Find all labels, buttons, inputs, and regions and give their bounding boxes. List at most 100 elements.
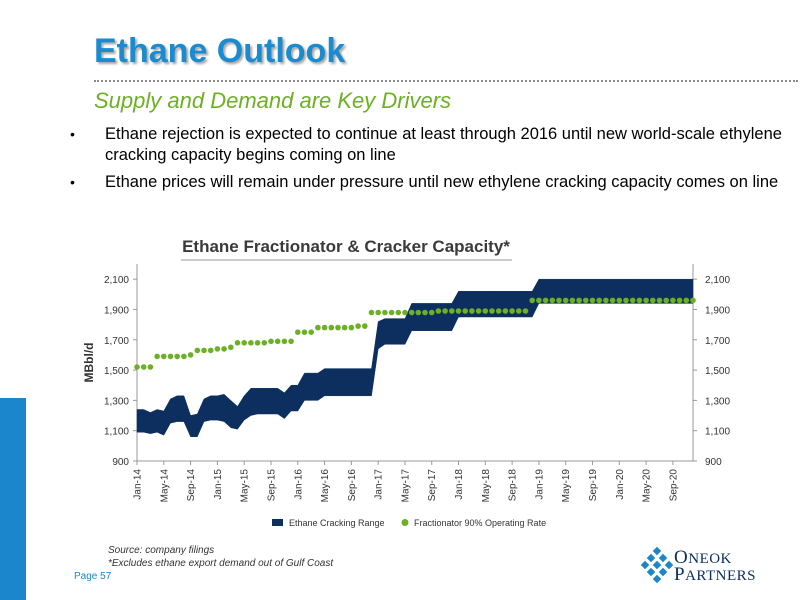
- data-point-fractionator-rate: [207, 347, 214, 354]
- bullet-glyph: •: [70, 126, 75, 142]
- data-point-fractionator-rate: [221, 346, 227, 352]
- logo-wordmark: ONEOK PARTNERS: [674, 547, 757, 585]
- y-tick-label-right: 1,700: [705, 336, 730, 347]
- title-divider: [94, 80, 798, 82]
- x-tick-label: Sep-19: [588, 469, 599, 502]
- x-tick-label: May-19: [561, 469, 572, 503]
- data-point-fractionator-rate: [428, 309, 435, 316]
- y-tick-label-right: 1,900: [705, 305, 730, 316]
- data-point-fractionator-rate: [355, 323, 361, 329]
- data-point-fractionator-rate: [455, 308, 462, 314]
- y-tick-label-right: 1,300: [705, 396, 730, 407]
- data-point-fractionator-rate: [623, 297, 629, 304]
- x-tick-label: Jan-16: [293, 469, 304, 500]
- data-point-fractionator-rate: [603, 297, 609, 304]
- data-point-fractionator-rate: [449, 308, 455, 314]
- y-axis-title: MBbl/d: [82, 343, 96, 383]
- y-tick-label-left: 2,100: [104, 275, 129, 286]
- data-point-fractionator-rate: [201, 347, 207, 354]
- bullet-item: • Ethane prices will remain under pressu…: [66, 172, 786, 193]
- data-point-fractionator-rate: [174, 353, 180, 360]
- data-point-fractionator-rate: [422, 309, 428, 316]
- footnote-line: *Excludes ethane export demand out of Gu…: [108, 558, 334, 569]
- chart-canvas: Ethane Fractionator & Cracker Capacity* 9…: [82, 237, 730, 528]
- y-tick-label-left: 1,300: [104, 396, 129, 407]
- data-point-fractionator-rate: [261, 340, 268, 346]
- data-point-fractionator-rate: [562, 297, 569, 304]
- data-point-fractionator-rate: [549, 297, 556, 304]
- data-point-fractionator-rate: [469, 308, 475, 314]
- x-tick-label: Sep-18: [508, 469, 519, 502]
- y-tick-label-right: 2,100: [705, 275, 730, 286]
- x-tick-label: Sep-14: [186, 469, 197, 502]
- data-point-fractionator-rate: [462, 308, 469, 314]
- data-point-fractionator-rate: [234, 340, 241, 346]
- data-point-fractionator-rate: [375, 309, 382, 316]
- y-tick-label-left: 900: [112, 457, 129, 468]
- data-point-fractionator-rate: [382, 309, 388, 316]
- x-tick-label: Jan-17: [374, 469, 385, 500]
- data-point-fractionator-rate: [616, 297, 623, 304]
- data-point-fractionator-rate: [388, 309, 395, 316]
- data-point-fractionator-rate: [629, 297, 636, 304]
- series-ethane-cracking-range: [136, 278, 694, 438]
- data-point-fractionator-rate: [147, 364, 154, 370]
- data-point-fractionator-rate: [254, 340, 261, 346]
- chart-title: Ethane Fractionator & Cracker Capacity*: [182, 237, 510, 256]
- legend-swatch-band: [272, 519, 283, 526]
- data-point-fractionator-rate: [308, 329, 314, 335]
- data-point-fractionator-rate: [650, 297, 656, 304]
- x-tick-label: Jan-15: [213, 469, 224, 500]
- x-tick-label: May-17: [400, 469, 411, 503]
- data-point-fractionator-rate: [576, 297, 582, 304]
- data-point-fractionator-rate: [435, 308, 442, 314]
- data-point-fractionator-rate: [348, 324, 355, 331]
- x-tick-label: Sep-20: [668, 469, 679, 502]
- bullet-text: Ethane prices will remain under pressure…: [105, 173, 779, 191]
- data-point-fractionator-rate: [288, 338, 294, 345]
- data-point-fractionator-rate: [589, 297, 596, 304]
- data-point-fractionator-rate: [241, 340, 247, 346]
- bullet-list: • Ethane rejection is expected to contin…: [66, 124, 786, 199]
- y-tick-label-right: 1,100: [705, 427, 730, 438]
- data-point-fractionator-rate: [643, 297, 649, 304]
- data-point-fractionator-rate: [408, 309, 415, 316]
- y-tick-label-right: 900: [705, 457, 722, 468]
- data-point-fractionator-rate: [167, 353, 174, 360]
- data-point-fractionator-rate: [368, 309, 375, 316]
- data-point-fractionator-rate: [295, 329, 301, 335]
- data-point-fractionator-rate: [569, 297, 576, 304]
- source-note: Source: company filings *Excludes ethane…: [108, 544, 333, 570]
- source-line: Source: company filings: [108, 545, 215, 556]
- company-logo: ONEOK PARTNERS: [640, 546, 790, 590]
- data-point-fractionator-rate: [181, 353, 187, 360]
- data-point-fractionator-rate: [482, 308, 489, 314]
- capacity-chart: Ethane Fractionator & Cracker Capacity* 9…: [67, 228, 765, 546]
- page-number: Page 57: [74, 571, 112, 582]
- data-point-fractionator-rate: [194, 347, 201, 354]
- legend-swatch-dots: [401, 519, 409, 526]
- data-point-fractionator-rate: [663, 297, 669, 304]
- data-point-fractionator-rate: [556, 297, 562, 304]
- x-tick-label: Jan-19: [534, 469, 545, 500]
- data-point-fractionator-rate: [362, 323, 368, 329]
- data-point-fractionator-rate: [134, 364, 140, 370]
- data-point-fractionator-rate: [301, 329, 308, 335]
- data-point-fractionator-rate: [536, 297, 542, 304]
- data-point-fractionator-rate: [281, 338, 288, 345]
- data-point-fractionator-rate: [676, 297, 683, 304]
- data-point-fractionator-rate: [335, 324, 341, 331]
- data-point-fractionator-rate: [502, 308, 509, 314]
- x-tick-label: Sep-15: [266, 469, 277, 502]
- y-tick-label-left: 1,900: [104, 305, 129, 316]
- data-point-fractionator-rate: [509, 308, 515, 314]
- bullet-item: • Ethane rejection is expected to contin…: [66, 124, 786, 166]
- data-point-fractionator-rate: [187, 352, 194, 358]
- data-point-fractionator-rate: [415, 309, 422, 316]
- x-tick-label: May-15: [240, 469, 251, 503]
- data-point-fractionator-rate: [248, 340, 254, 346]
- data-point-fractionator-rate: [402, 309, 408, 316]
- data-point-fractionator-rate: [690, 297, 696, 304]
- bullet-text: Ethane rejection is expected to continue…: [105, 125, 782, 164]
- data-point-fractionator-rate: [583, 297, 589, 304]
